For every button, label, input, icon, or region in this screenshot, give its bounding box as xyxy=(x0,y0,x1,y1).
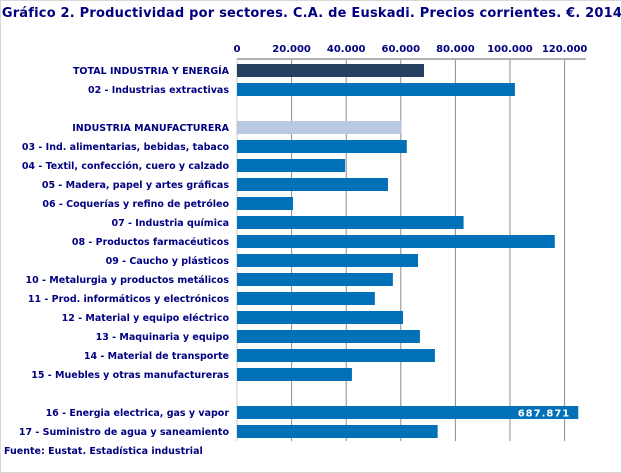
category-label: 04 - Textil, confección, cuero y calzado xyxy=(22,161,230,172)
bar xyxy=(237,292,375,305)
category-label: 09 - Caucho y plásticos xyxy=(106,256,230,267)
bar xyxy=(237,216,464,229)
bar xyxy=(237,311,403,324)
category-label: 06 - Coquerías y refino de petróleo xyxy=(42,199,229,210)
bar xyxy=(237,425,438,438)
bar xyxy=(237,121,402,134)
chart-source: Fuente: Eustat. Estadística industrial xyxy=(4,446,203,457)
x-tick-label: 40.000 xyxy=(327,44,366,55)
chart-title: Gráfico 2. Productividad por sectores. C… xyxy=(1,6,622,21)
category-label: 03 - Ind. alimentarias, bebidas, tabaco xyxy=(22,142,230,153)
x-tick-label: 100.000 xyxy=(487,44,533,55)
x-tick-label: 60.000 xyxy=(382,44,421,55)
category-label: 11 - Prod. informáticos y electrónicos xyxy=(28,294,229,305)
bar-chart: 0 20.000 40.000 60.000 80.000 100.000 120.000 T… xyxy=(19,44,588,441)
bar xyxy=(237,159,346,172)
x-tick-label: 80.000 xyxy=(436,44,475,55)
category-label: 16 - Energia electrica, gas y vapor xyxy=(46,408,230,419)
category-label: 02 - Industrias extractivas xyxy=(88,85,229,96)
category-label: 17 - Suministro de agua y saneamiento xyxy=(19,427,230,438)
x-tick-label: 20.000 xyxy=(272,44,311,55)
category-label: 15 - Muebles y otras manufactureras xyxy=(31,370,229,381)
category-label: 10 - Metalurgia y productos metálicos xyxy=(26,275,230,286)
category-label: 05 - Madera, papel y artes gráficas xyxy=(42,180,229,191)
category-label: 08 - Productos farmacéuticos xyxy=(72,237,230,248)
x-tick-label: 0 xyxy=(234,44,241,55)
category-label: 07 - Industria química xyxy=(111,218,229,229)
bar xyxy=(237,178,388,191)
bar xyxy=(237,140,407,153)
bar xyxy=(237,330,420,343)
data-label: 687.871 xyxy=(518,409,571,420)
bar xyxy=(237,83,515,96)
bar xyxy=(237,197,293,210)
category-label: INDUSTRIA MANUFACTURERA xyxy=(72,123,229,134)
bar xyxy=(237,406,579,419)
category-label: 13 - Maquinaria y equipo xyxy=(96,332,230,343)
bar xyxy=(237,254,418,267)
bar xyxy=(237,64,425,77)
bar xyxy=(237,273,393,286)
x-tick-label: 120.000 xyxy=(542,44,588,55)
category-label: TOTAL INDUSTRIA Y ENERGÍA xyxy=(73,65,230,77)
bar xyxy=(237,349,435,362)
bar xyxy=(237,368,352,381)
bar xyxy=(237,235,555,248)
category-label: 14 - Material de transporte xyxy=(84,351,229,362)
category-label: 12 - Material y equipo eléctrico xyxy=(62,313,230,324)
